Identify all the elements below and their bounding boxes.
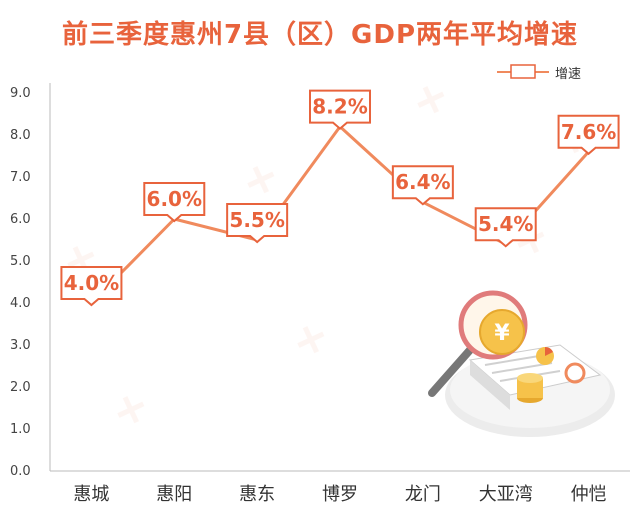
data-label-text: 6.0%: [147, 187, 202, 211]
data-label-text: 5.4%: [478, 212, 533, 236]
y-tick-label: 5.0: [10, 254, 31, 269]
x-tick-labels: 惠城 惠阳 惠东 博罗 龙门 大亚湾 仲恺: [73, 484, 606, 505]
data-label-text: 6.4%: [395, 170, 450, 194]
chart-title: 前三季度惠州7县（区）GDP两年平均增速: [61, 20, 579, 50]
data-label: 6.4%: [391, 165, 454, 206]
data-label-text: 8.2%: [312, 95, 367, 119]
data-label: 6.0%: [143, 182, 206, 223]
data-label-box: [309, 89, 371, 130]
data-label-text: 5.5%: [229, 208, 284, 232]
legend: 增速: [497, 62, 581, 82]
watermark: +: [103, 378, 158, 440]
data-label-box: [60, 266, 123, 307]
y-tick-label: 1.0: [10, 422, 31, 437]
watermark: +: [403, 68, 458, 130]
data-label-box: [474, 207, 537, 248]
data-labels: 4.0% 6.0% 5.5% 8.2% 6.4% 5.4% 7.6%: [60, 89, 620, 307]
data-label-box: [143, 182, 206, 223]
watermark: +: [233, 148, 288, 210]
x-tick-label: 仲恺: [571, 484, 607, 505]
x-tick-label: 大亚湾: [479, 484, 533, 505]
x-tick-label: 博罗: [322, 484, 358, 505]
data-label: 4.0%: [60, 266, 123, 307]
y-tick-label: 4.0: [10, 296, 31, 311]
x-tick-label: 惠阳: [156, 484, 192, 505]
y-axis: [49, 83, 630, 472]
y-tick-label: 0.0: [10, 464, 31, 479]
y-tick-label: 6.0: [10, 212, 31, 227]
y-tick-label: 2.0: [10, 380, 31, 395]
y-tick-label: 7.0: [10, 170, 31, 185]
data-label-box: [226, 203, 289, 244]
svg-text:¥: ¥: [494, 321, 510, 346]
watermark: +: [283, 308, 338, 370]
legend-line-icon: [497, 64, 549, 79]
y-tick-label: 8.0: [10, 128, 31, 143]
data-label: 7.6%: [557, 114, 620, 156]
data-label: 5.4%: [474, 207, 537, 248]
y-tick-label: 3.0: [10, 338, 31, 353]
data-label-box: [391, 165, 454, 206]
legend-label: 增速: [555, 66, 582, 82]
data-label-box: [557, 114, 620, 156]
x-tick-label: 惠城: [73, 484, 109, 505]
data-label: 8.2%: [309, 89, 371, 130]
data-label-text: 4.0%: [64, 271, 119, 295]
data-label-text: 7.6%: [561, 120, 616, 144]
data-label: 5.5%: [226, 203, 289, 244]
coins-magnifier-illustration: ¥: [428, 290, 615, 437]
x-tick-label: 惠东: [239, 484, 275, 505]
y-tick-labels: 0.0 1.0 2.0 3.0 4.0 5.0 6.0 7.0 8.0 9.0: [10, 86, 31, 479]
x-tick-label: 龙门: [405, 484, 441, 505]
y-tick-label: 9.0: [10, 86, 31, 101]
